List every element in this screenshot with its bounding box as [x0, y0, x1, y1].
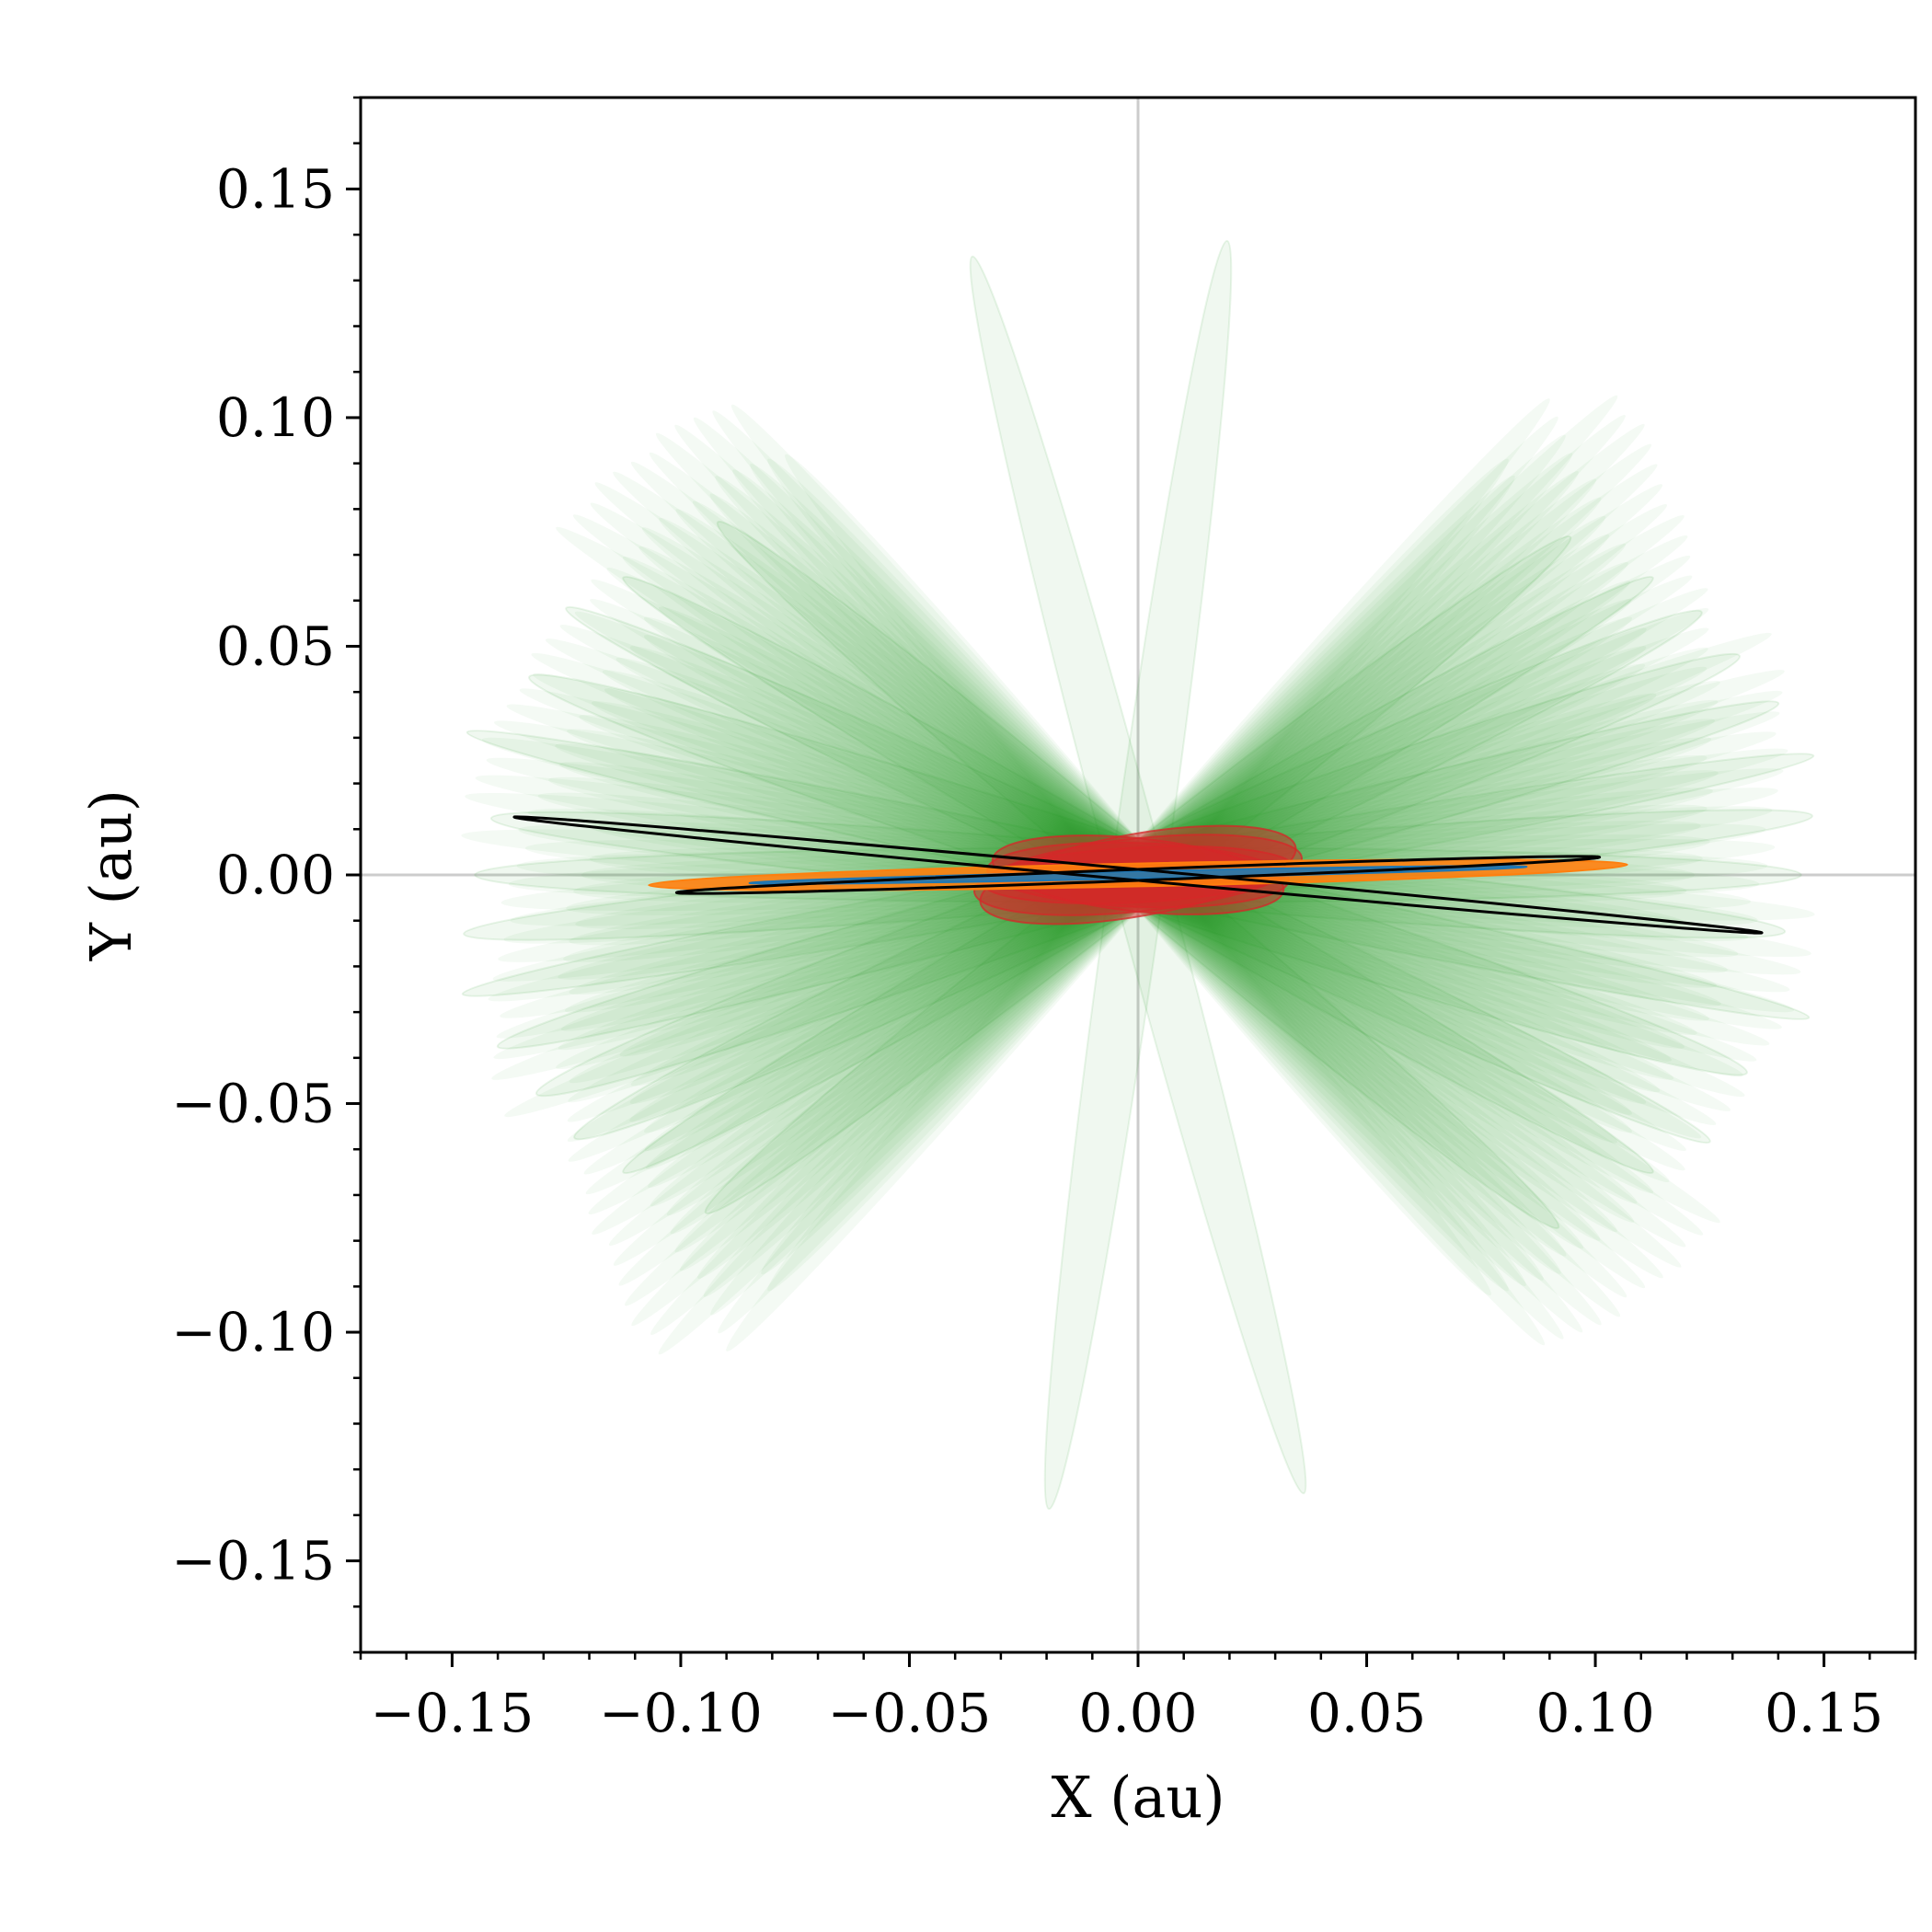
y-tick-label: 0.00 — [216, 844, 335, 906]
series-blue — [748, 865, 1528, 885]
x-axis-label: X (au) — [1051, 1764, 1225, 1831]
x-axis: −0.15 −0.10 −0.05 0.00 0.05 0.10 0.15 — [359, 1652, 1917, 1744]
y-tick-label: −0.10 — [171, 1301, 335, 1363]
plot-area — [361, 98, 1915, 1652]
y-tick-label: −0.05 — [171, 1073, 335, 1135]
x-tick-label: −0.15 — [371, 1682, 535, 1744]
y-axis-label: Y (au) — [77, 789, 144, 961]
x-tick-label: 0.00 — [1078, 1682, 1197, 1744]
x-tick-label: 0.15 — [1765, 1682, 1883, 1744]
x-tick-label: −0.10 — [599, 1682, 763, 1744]
y-tick-label: 0.15 — [216, 157, 335, 220]
x-tick-label: −0.05 — [828, 1682, 992, 1744]
series-layer — [461, 239, 1815, 1511]
series-black — [512, 815, 1764, 935]
x-tick-label: 0.05 — [1307, 1682, 1426, 1744]
y-tick-label: −0.15 — [171, 1530, 335, 1593]
y-tick-label: 0.10 — [216, 386, 335, 449]
orbit-blue-0 — [748, 865, 1528, 885]
x-tick-label: 0.10 — [1535, 1682, 1654, 1744]
orbit-black-1 — [674, 855, 1602, 895]
y-tick-label: 0.05 — [216, 615, 335, 677]
y-axis: −0.15 −0.10 −0.05 0.00 0.05 0.10 0.15 — [171, 96, 361, 1654]
